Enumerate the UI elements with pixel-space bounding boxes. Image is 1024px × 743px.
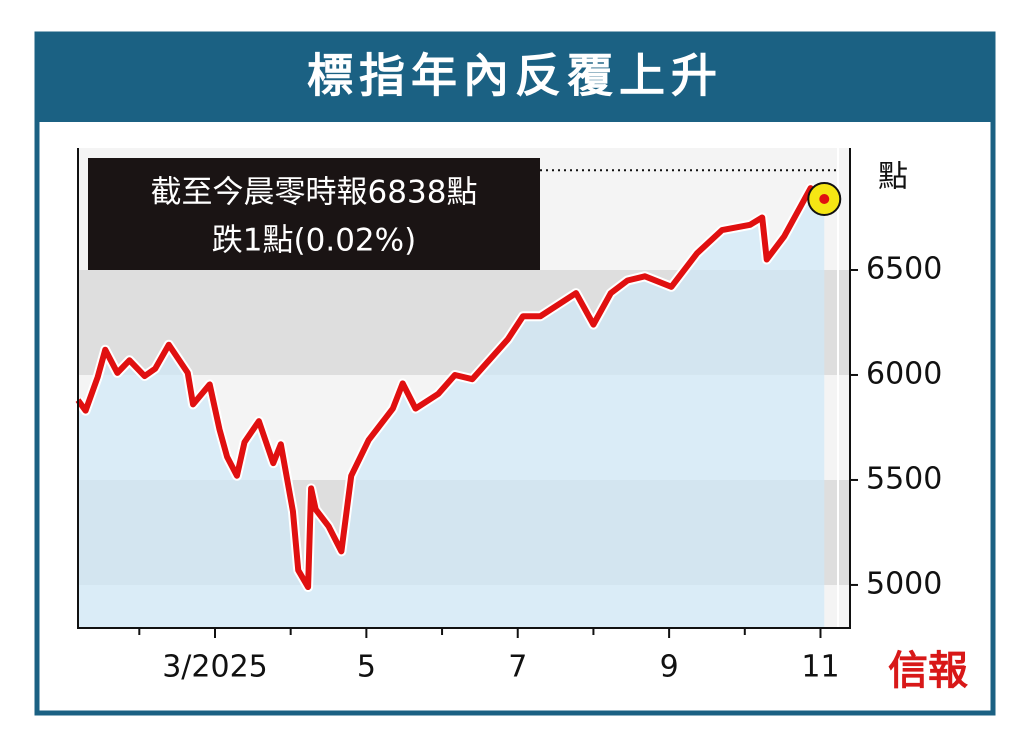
x-tick-label: 9 (660, 650, 679, 685)
y-tick-label: 6000 (866, 356, 942, 391)
latest-point (819, 194, 830, 205)
x-tick-label: 7 (508, 650, 527, 685)
annotation: 跌1點(0.02%) (212, 223, 416, 259)
annotation-box (88, 158, 540, 270)
x-tick-label: 3/2025 (162, 650, 268, 685)
line (75, 185, 827, 591)
y-tick-label: 6500 (866, 251, 942, 286)
chart-title: 標指年內反覆上升 (307, 49, 723, 103)
title-bar (37, 34, 993, 122)
annotation: 截至今晨零時報6838點 (151, 175, 478, 211)
x-tick-label: 5 (357, 650, 376, 685)
axis-frame (77, 148, 851, 629)
y-tick-label: 5000 (866, 566, 942, 601)
y-tick-label: 5500 (866, 461, 942, 496)
source-logo: 信報 (888, 647, 968, 694)
y-axis-label: 點 (878, 160, 908, 195)
x-tick-label: 11 (801, 650, 839, 685)
area (78, 188, 825, 628)
